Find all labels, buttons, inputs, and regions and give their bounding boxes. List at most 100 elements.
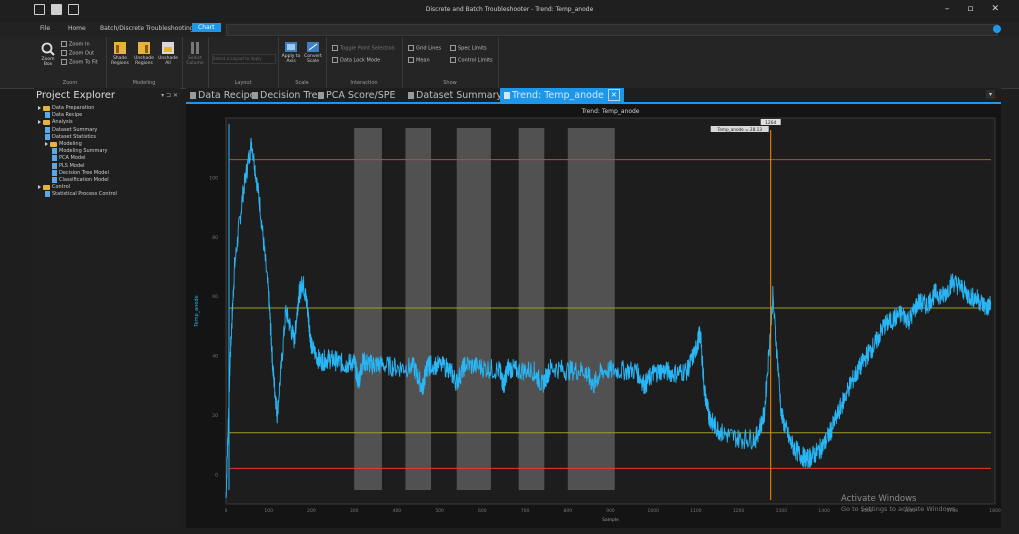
unshade-all-button[interactable]: Unshade All — [157, 41, 179, 66]
tab-decision-tree[interactable]: Decision Tree — [252, 88, 323, 102]
unshade-all-icon — [162, 42, 174, 54]
help-icon[interactable] — [993, 25, 1001, 33]
tab-label: PCA Score/SPE — [326, 89, 396, 101]
trend-chart-panel[interactable]: Trend: Temp_anode 0 20 40 60 80 100 0 100 200 300 4… — [186, 104, 1001, 528]
tree-item-label: PLS Model — [59, 162, 85, 169]
ribbon-group-layout: Select a Layout to Apply Layout — [208, 37, 279, 88]
save-icon[interactable] — [68, 4, 79, 15]
explorer-pin-controls[interactable]: ▾ ⊐ ✕ — [161, 92, 178, 99]
tab-pca-score-spe[interactable]: PCA Score/SPE — [318, 88, 395, 102]
zoom-box-button[interactable]: Zoom Box — [38, 42, 58, 67]
toggle-point-selection[interactable]: Toggle Point Selection — [332, 45, 395, 52]
x-tick-label: 1300 — [776, 508, 788, 514]
x-tick-label: 1500 — [861, 508, 873, 514]
tree-item[interactable]: Dataset Summary — [45, 126, 98, 133]
convert-icon — [307, 42, 319, 52]
tree-item-label: Modeling — [59, 141, 82, 147]
tree-item-label: Dataset Summary — [52, 126, 98, 133]
tree-item[interactable]: Statistical Process Control — [45, 191, 117, 198]
zoom-in-icon — [61, 41, 67, 47]
show-mean[interactable]: Mean — [408, 57, 430, 64]
tree-icon — [252, 91, 258, 99]
expand-arrow-icon[interactable] — [45, 142, 48, 146]
menu-home[interactable]: Home — [68, 25, 86, 32]
tree-item[interactable]: Dataset Statistics — [45, 133, 96, 140]
x-tick-label: 100 — [264, 508, 273, 514]
tree-item-label: Analysis — [52, 119, 73, 126]
show-grid-lines[interactable]: Grid Lines — [408, 45, 441, 52]
document-icon — [52, 155, 57, 162]
shaded-region — [405, 128, 432, 490]
summary-icon — [408, 91, 414, 99]
data-lock-mode[interactable]: Data Lock Mode — [332, 57, 380, 64]
shade-regions-label: Shade Regions — [111, 56, 129, 66]
menu-file[interactable]: File — [40, 25, 51, 32]
unshade-regions-button[interactable]: Unshade Regions — [133, 41, 155, 66]
magnifier-icon — [41, 42, 55, 56]
tab-dataset-summary[interactable]: Dataset Summary — [408, 88, 502, 102]
close-button[interactable]: ✕ — [991, 4, 999, 14]
x-tick-label: 400 — [393, 508, 402, 514]
cursor-x-label: 1264 — [765, 120, 777, 126]
unshade-all-label: Unshade All — [158, 56, 178, 66]
explorer-title: Project Explorer — [36, 90, 116, 101]
tree-item[interactable]: Analysis — [38, 119, 73, 125]
activate-windows-title: Activate Windows — [841, 494, 917, 504]
tab-dropdown-icon[interactable]: ▾ — [986, 90, 995, 99]
x-tick-label: 0 — [225, 508, 228, 514]
pca-icon — [318, 91, 324, 99]
ribbon-group-scale: Apply to Axis Convert Scale Scale — [278, 37, 327, 88]
tree-item[interactable]: Data Recipe — [45, 112, 82, 119]
active-tab-underline — [186, 102, 1001, 104]
menu-search-box[interactable] — [226, 24, 998, 36]
tab-data-recipe[interactable]: Data Recipe — [190, 88, 255, 102]
show-spec-limits[interactable]: Spec Limits — [450, 45, 487, 52]
zoom-fit-button[interactable]: Zoom To Fit — [61, 59, 98, 66]
expand-arrow-icon[interactable] — [38, 185, 41, 190]
tab-trend-temp-anode[interactable]: Trend: Temp_anode ✕ — [500, 88, 624, 102]
convert-scale-button[interactable]: Convert Scale — [303, 41, 323, 64]
tree-item[interactable]: Classification Model — [52, 177, 109, 183]
select-column-button[interactable]: Select Column — [184, 41, 206, 66]
tab-label: Trend: Temp_anode — [512, 89, 604, 101]
x-tick-label: 300 — [350, 508, 359, 514]
menu-chart[interactable]: Chart — [192, 23, 221, 32]
x-axis-label: Sample — [602, 517, 619, 523]
shade-regions-button[interactable]: Shade Regions — [109, 41, 131, 66]
tree-item[interactable]: Modeling Summary — [52, 148, 108, 155]
x-tick-label: 1600 — [904, 508, 916, 514]
ribbon-group-modeling: Shade Regions Unshade Regions Unshade Al… — [106, 37, 183, 88]
tree-item-label: Modeling Summary — [59, 148, 108, 155]
tree-item-label: Classification Model — [59, 177, 109, 183]
menu-batch-discrete[interactable]: Batch/Discrete Troubleshooting — [100, 25, 194, 32]
layout-select[interactable]: Select a Layout to Apply — [212, 54, 276, 64]
zoom-out-button[interactable]: Zoom Out — [61, 50, 94, 57]
toggle-point-icon — [332, 45, 338, 51]
document-icon — [45, 126, 50, 133]
project-explorer: Project Explorer ▾ ⊐ ✕ Data Preparation D… — [34, 88, 180, 528]
shaded-region — [518, 128, 545, 490]
shaded-region — [354, 128, 382, 490]
expand-arrow-icon[interactable] — [38, 120, 41, 125]
tree-item[interactable]: Modeling — [45, 141, 82, 147]
tab-close-icon[interactable]: ✕ — [607, 89, 620, 101]
tree-item[interactable]: PCA Model — [52, 155, 86, 162]
new-icon[interactable] — [34, 4, 45, 15]
tree-item[interactable]: Data Preparation — [38, 105, 94, 111]
minimize-button[interactable]: – — [944, 4, 950, 14]
zoom-fit-label: Zoom To Fit — [69, 59, 98, 66]
tree-item[interactable]: Decision Tree Model — [52, 169, 109, 176]
y-axis-label: Temp_anode — [194, 295, 200, 327]
grid-lines-checkbox — [408, 45, 414, 51]
maximize-button[interactable]: ▫ — [967, 4, 974, 14]
tree-item[interactable]: Control — [38, 184, 70, 190]
expand-arrow-icon[interactable] — [38, 106, 41, 110]
zoom-in-button[interactable]: Zoom In — [61, 41, 90, 48]
document-icon — [52, 177, 57, 183]
apply-to-axis-button[interactable]: Apply to Axis — [281, 41, 301, 64]
show-control-limits[interactable]: Control Limits — [450, 57, 493, 64]
open-icon[interactable] — [51, 4, 62, 15]
tree-item[interactable]: PLS Model — [52, 162, 85, 169]
